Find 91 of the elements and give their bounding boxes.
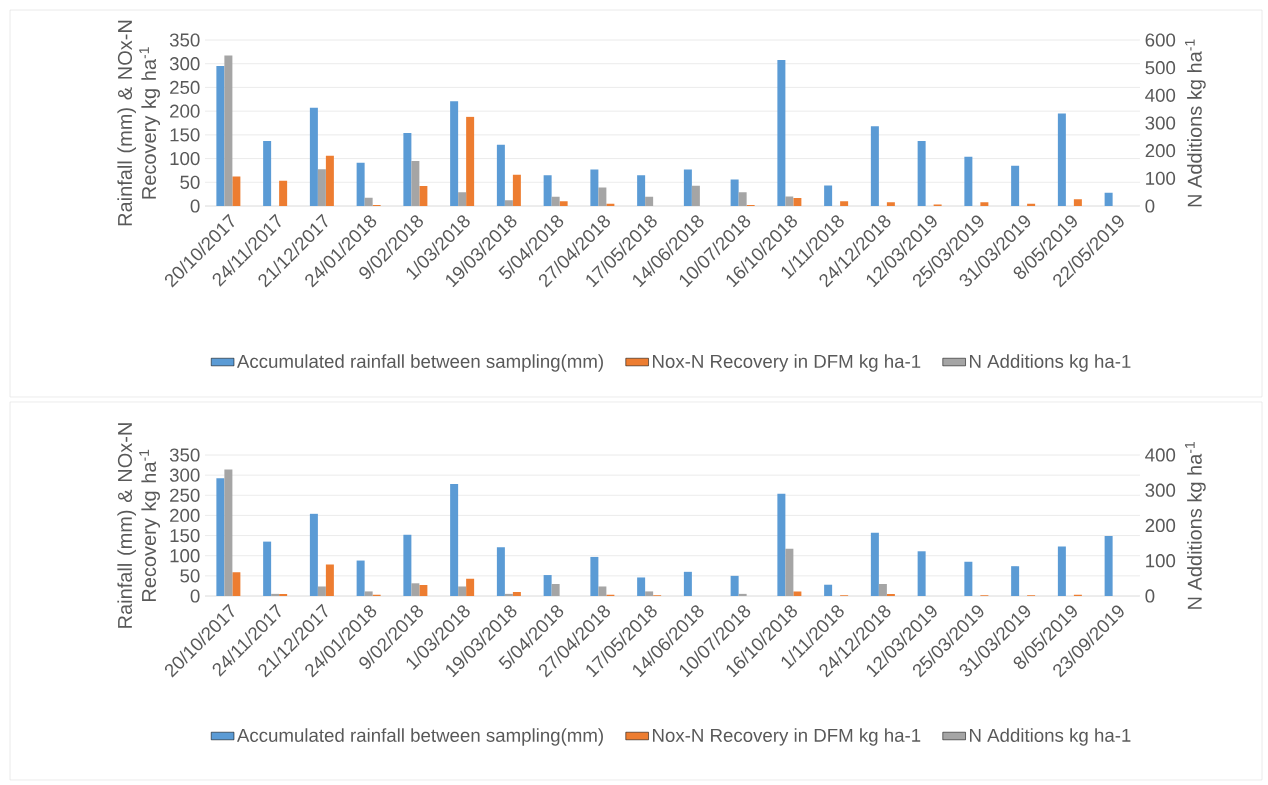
bar [590,556,599,596]
legend-label: Nox-N Recovery in DFM kg ha-1 [653,728,921,746]
bar [450,484,459,596]
bar [637,175,646,206]
bar [840,201,849,206]
y-tick-label: 150 [170,128,200,142]
bar [325,564,334,596]
bar [964,156,973,206]
y-tick-label: 100 [170,549,200,563]
bar [450,101,459,206]
bar [964,561,973,596]
y-tick-label: 50 [180,569,200,583]
y-axis-title: Rainfall (mm) & NOx-N Recovery kg ha$^{-1}$ [117,20,160,226]
bar [1073,199,1082,206]
y-tick-label: 150 [170,528,200,543]
bar [1011,566,1020,596]
bar [364,591,373,596]
y2-tick-label: 300 [1145,483,1176,497]
y-tick-label: 250 [170,80,200,95]
bar [777,59,786,206]
bar [870,126,879,206]
y-tick-label: 350 [169,448,200,462]
y-tick-label: 50 [180,175,200,189]
y-tick-label: 300 [169,468,200,482]
bar [364,197,373,206]
bar [637,577,646,596]
bar [980,202,989,206]
legend-label: N Additions kg ha-1 [969,354,1131,372]
bar [466,116,475,206]
bar [683,571,692,596]
y2-axis-title: N Additions kg ha$^{-1}$ [1185,441,1206,609]
bar [777,493,786,596]
bar [263,141,272,206]
bar [730,575,739,596]
y2-tick-label: 100 [1146,554,1176,568]
bar [645,591,654,596]
y-tick-label: 250 [170,488,200,502]
bar [458,192,467,206]
bar [1057,546,1066,596]
y-tick-label: 0 [190,589,200,603]
bar [309,513,318,596]
bar [878,584,887,596]
bar [356,162,365,206]
bar [870,532,879,596]
y-tick-label: 200 [170,508,200,523]
bar [543,175,552,206]
y2-tick-label: 400 [1145,88,1176,102]
bar [1104,192,1113,206]
bar [598,586,607,596]
bar [1104,535,1113,596]
y-axis-title: Rainfall (mm) & NOx-N Recovery kg ha$^{-1}$ [117,423,160,628]
bar [496,547,505,596]
y-tick-label: 100 [170,151,200,166]
bar [886,593,895,596]
bar [232,572,241,596]
y2-tick-label: 200 [1145,144,1176,158]
bar [824,185,833,206]
bar [512,174,521,206]
y2-tick-label: 0 [1145,199,1155,213]
bar [356,560,365,596]
bar [504,200,513,206]
y-tick-label: 350 [169,33,200,47]
bar [738,593,747,596]
y-tick-label: 0 [190,199,200,213]
y2-tick-label: 600 [1145,33,1176,47]
legend-label: Accumulated rainfall between sampling(mm) [236,354,603,372]
bar [917,141,926,206]
y2-tick-label: 300 [1145,116,1176,130]
y2-tick-label: 200 [1145,518,1176,533]
bar [309,107,318,206]
y2-axis-title: N Additions kg ha$^{-1}$ [1185,39,1206,207]
bar [232,176,241,206]
legend-label: N Additions kg ha-1 [969,728,1131,746]
bar [886,202,895,206]
bar [263,541,272,596]
y-tick-label: 200 [170,104,200,118]
y2-tick-label: 500 [1145,61,1176,75]
bar [793,591,802,596]
bar [403,534,412,596]
legend-label: Accumulated rainfall between sampling(mm) [236,728,603,746]
bar [1057,113,1066,206]
y2-tick-label: 400 [1145,448,1176,462]
legend-label: Nox-N Recovery in DFM kg ha-1 [653,354,921,372]
bar [1011,165,1020,206]
y2-tick-label: 0 [1145,589,1155,603]
bar [824,584,833,596]
bar [917,551,926,596]
bar [496,144,505,206]
y-tick-label: 300 [169,57,200,71]
bar [279,180,288,206]
y2-tick-label: 100 [1146,171,1176,185]
